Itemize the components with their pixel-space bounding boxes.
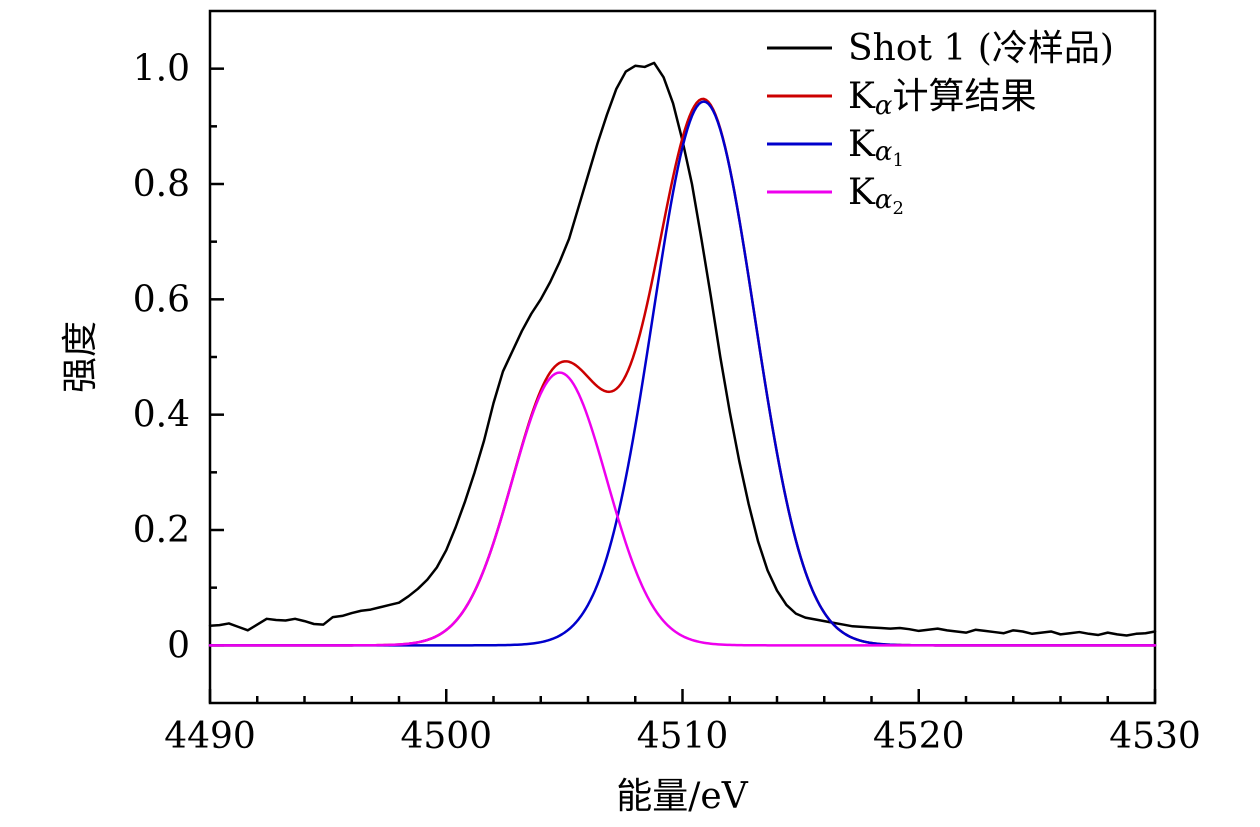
x-axis-label: 能量/eV <box>616 776 748 817</box>
series-layer <box>208 61 1157 647</box>
x-tick-label: 4490 <box>164 716 256 757</box>
y-tick-label: 0.8 <box>133 164 190 205</box>
y-tick-label: 0 <box>167 625 190 666</box>
x-tick-label: 4510 <box>637 716 729 757</box>
x-tick-label: 4500 <box>400 716 492 757</box>
x-axis-ticks: 4490 4500 4510 4520 4530 <box>164 689 1201 757</box>
y-axis-label: 强度 <box>60 321 101 393</box>
y-tick-label: 0.4 <box>133 395 190 436</box>
legend-entry-label: Shot 1 (冷样品) <box>848 28 1114 69</box>
x-tick-label: 4530 <box>1109 716 1201 757</box>
series-line-2 <box>208 97 1157 647</box>
y-tick-label: 0.2 <box>133 510 190 551</box>
legend-entry-label: Kα1 <box>848 124 904 171</box>
y-tick-label: 0.6 <box>133 279 190 320</box>
series-line-3 <box>208 100 1157 647</box>
legend-entry-label: Kα计算结果 <box>848 76 1036 121</box>
series-line-4 <box>208 371 1157 647</box>
legend-entry-label: Kα2 <box>848 172 904 219</box>
y-tick-label: 1.0 <box>133 49 190 90</box>
x-tick-label: 4520 <box>873 716 965 757</box>
